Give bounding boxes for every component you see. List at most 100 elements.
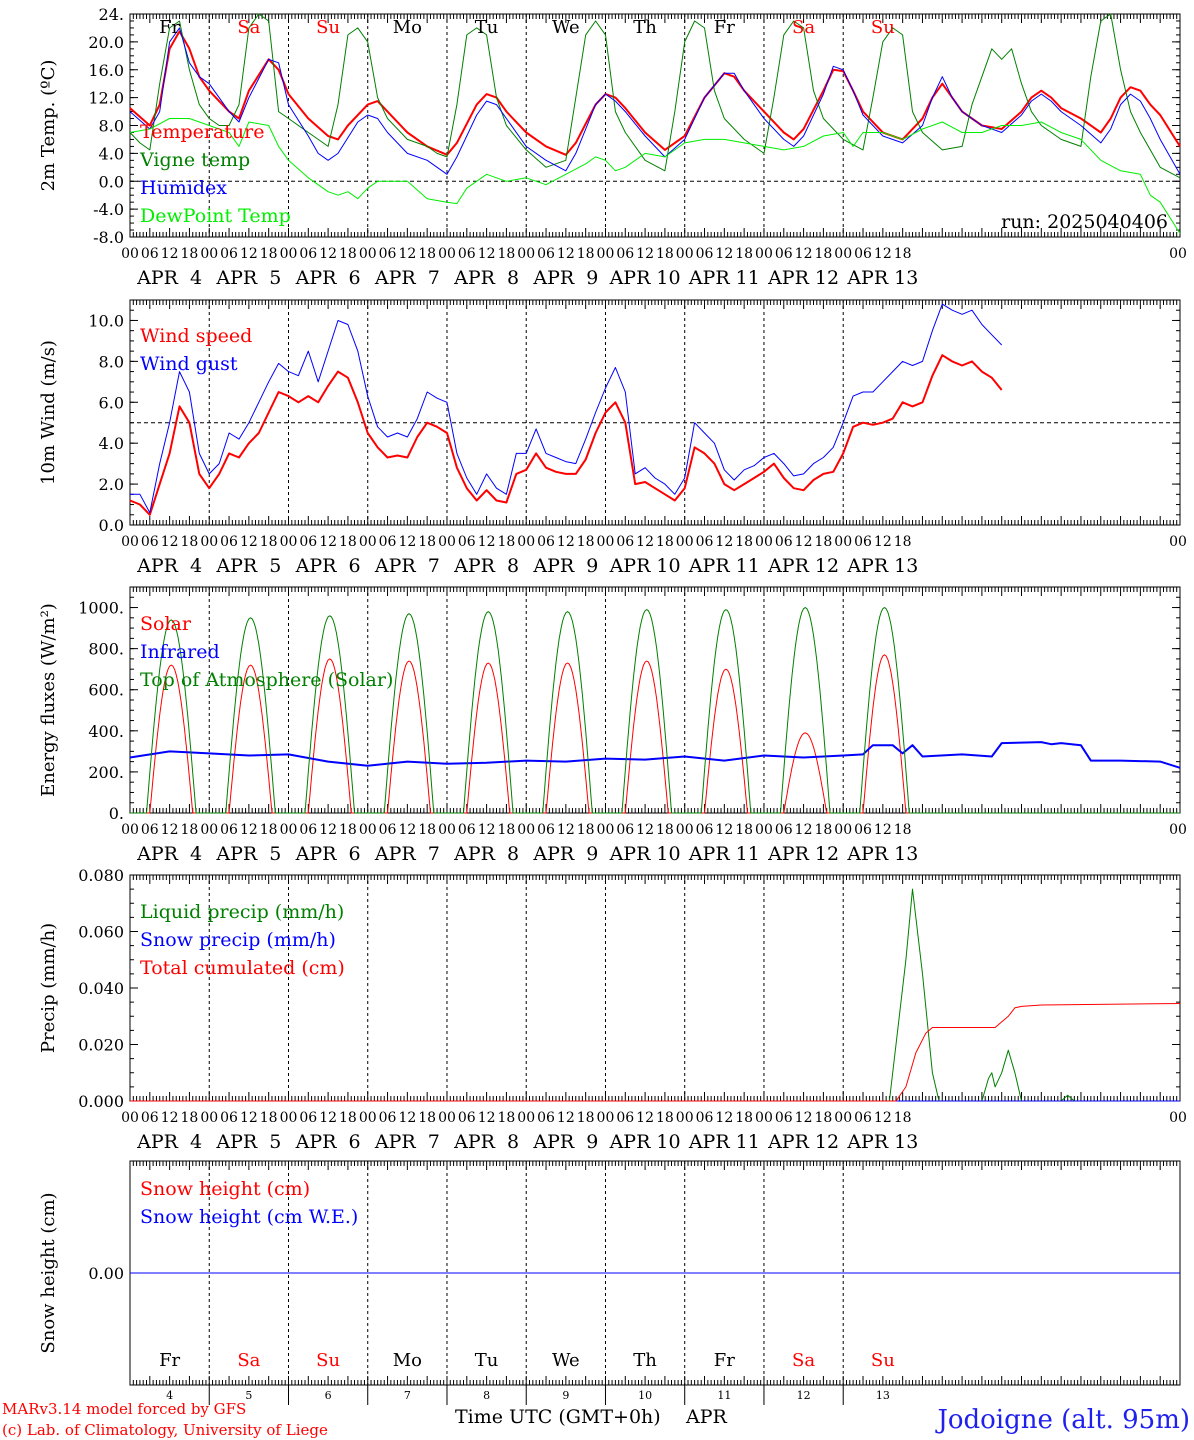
energy-ylabel: Energy fluxes (W/m²) (38, 603, 59, 797)
footer-lab: (c) Lab. of Climatology, University of L… (2, 1421, 328, 1439)
legend-entry: Liquid precip (mm/h) (140, 901, 344, 923)
legend-entry: DewPoint Temp (140, 205, 291, 227)
hour-tick-label: 06 (696, 1110, 714, 1126)
hour-tick-label: 06 (696, 246, 714, 262)
day-number-label: 4 (166, 1389, 173, 1402)
precip-series-line (130, 1003, 1181, 1102)
date-label: APR 4 (136, 555, 202, 577)
hour-tick-label: 12 (478, 1110, 496, 1126)
hour-tick-label: 06 (775, 822, 793, 838)
weekday-label: Sa (237, 17, 260, 38)
hour-tick-label: 18 (339, 822, 357, 838)
date-label: APR 7 (374, 1131, 440, 1153)
y-tick-label: 20.0 (88, 33, 124, 52)
hour-tick-label: 18 (181, 534, 199, 550)
hour-tick-label: 00 (438, 822, 456, 838)
hour-tick-label: 06 (299, 1110, 317, 1126)
hour-tick-label: 12 (874, 246, 892, 262)
x-axis-month: APR (685, 1406, 728, 1428)
hour-tick-label: 06 (220, 822, 238, 838)
weekday-label: Mo (393, 17, 422, 38)
legend-entry: Wind speed (140, 325, 252, 347)
hour-tick-label: 18 (418, 534, 436, 550)
date-label: APR 11 (688, 555, 760, 577)
hour-tick-label: 18 (498, 534, 516, 550)
weekday-label: Mo (393, 1350, 422, 1371)
hour-tick-label: 18 (498, 246, 516, 262)
hour-tick-label: 12 (874, 822, 892, 838)
hour-tick-label: 00 (200, 534, 218, 550)
hour-tick-label: 12 (398, 246, 416, 262)
weekday-label: Tu (475, 1350, 499, 1371)
hour-tick-label: 06 (379, 822, 397, 838)
hour-tick-label: 12 (557, 246, 575, 262)
day-number-label: 11 (717, 1389, 731, 1402)
hour-tick-label: 06 (854, 534, 872, 550)
hour-tick-label: 00 (121, 822, 139, 838)
hour-tick-label: 18 (418, 822, 436, 838)
energy-series-line (129, 741, 1181, 769)
date-label: APR 9 (532, 267, 598, 289)
hour-tick-label: 12 (161, 534, 179, 550)
date-label: APR 9 (532, 843, 598, 865)
hour-tick-label: 12 (478, 534, 496, 550)
hour-tick-label: 06 (537, 1110, 555, 1126)
hour-tick-label: 12 (398, 822, 416, 838)
legend-entry: Snow height (cm W.E.) (140, 1206, 358, 1228)
hour-tick-label: 18 (894, 822, 912, 838)
hour-tick-label: 18 (894, 246, 912, 262)
precip-panel: 0.000 0.020 0.040 0.060 0.080 Precip (mm/h) Li… (38, 866, 1187, 1153)
date-label: APR 12 (767, 1131, 839, 1153)
date-label: APR 13 (846, 267, 918, 289)
hour-tick-label: 18 (735, 246, 753, 262)
hour-tick-label: 18 (339, 534, 357, 550)
y-tick-label: 24. (99, 5, 124, 24)
wind-ylabel: 10m Wind (m/s) (38, 340, 59, 485)
weekday-label: Sa (237, 1350, 260, 1371)
hour-tick-label: 18 (260, 534, 278, 550)
weekday-label: Su (316, 17, 340, 38)
hour-tick-label: 18 (260, 246, 278, 262)
hour-tick-label: 12 (795, 822, 813, 838)
hour-tick-label: 18 (814, 246, 832, 262)
hour-tick-label: 00 (438, 534, 456, 550)
y-tick-label: 0.020 (78, 1036, 124, 1055)
y-tick-label: 200. (88, 763, 124, 782)
hour-tick-label: 12 (795, 534, 813, 550)
hour-tick-label: 06 (299, 822, 317, 838)
date-label: APR 8 (453, 843, 519, 865)
hour-tick-label: 12 (795, 246, 813, 262)
run-annotation: run: 2025040406 (1001, 211, 1168, 233)
y-tick-label: 4.0 (99, 144, 124, 163)
day-number-label: 9 (562, 1389, 569, 1402)
hour-tick-label: 06 (220, 534, 238, 550)
weekday-label: Fr (159, 1350, 180, 1371)
date-label: APR 12 (767, 843, 839, 865)
hour-tick-label: 12 (636, 822, 654, 838)
hour-tick-label: 06 (379, 1110, 397, 1126)
y-tick-label: 800. (88, 640, 124, 659)
date-label: APR 6 (295, 267, 361, 289)
hour-tick-label: 06 (458, 246, 476, 262)
hour-tick-label: 00 (359, 1110, 377, 1126)
hour-tick-label: 18 (814, 822, 832, 838)
hour-tick-label: 00 (676, 534, 694, 550)
hour-tick-label: 06 (299, 534, 317, 550)
y-tick-label: 0. (109, 804, 124, 823)
temp-panel: -8.0 -4.0 0.0 4.0 8.0 12.0 16.0 20.0 24. 2m Temp.… (38, 5, 1187, 289)
temp-series-line (129, 118, 1181, 234)
hour-tick-label: 00 (200, 822, 218, 838)
hour-tick-label: 18 (498, 1110, 516, 1126)
hour-tick-label: 18 (260, 1110, 278, 1126)
hour-tick-label: 00 (597, 534, 615, 550)
date-label: APR 10 (609, 843, 681, 865)
hour-tick-label: 06 (854, 246, 872, 262)
y-tick-label: 8.0 (99, 352, 124, 371)
date-label: APR 10 (609, 555, 681, 577)
hour-tick-label: 18 (498, 822, 516, 838)
y-tick-label: 0.00 (88, 1264, 124, 1283)
legend-entry: Top of Atmosphere (Solar) (140, 669, 393, 691)
date-label: APR 11 (688, 1131, 760, 1153)
date-label: APR 13 (846, 555, 918, 577)
